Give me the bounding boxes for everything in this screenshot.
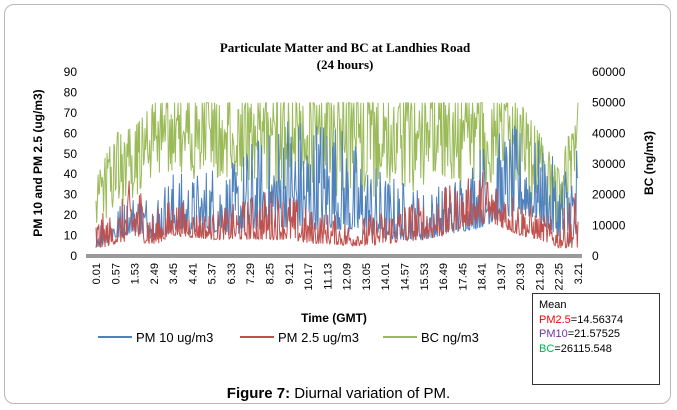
x-tick-label: 3.21 [573, 263, 585, 284]
series-line-2 [95, 101, 579, 223]
x-tick-label: 19.37 [496, 263, 508, 291]
right-axis: 0 10000 20000 30000 40000 50000 60000 [592, 65, 626, 263]
y-right-tick-label: 30000 [592, 157, 626, 171]
y-left-tick-label: 0 [70, 249, 77, 263]
left-axis: 0 10 20 30 40 50 60 70 80 90 [64, 65, 78, 263]
x-tick-label: 12.09 [342, 263, 354, 291]
x-tick-label: 7.29 [245, 263, 257, 284]
caption-label: Figure 7: [226, 385, 291, 402]
mean-value-pm10: =21.57525 [567, 328, 621, 340]
y-left-tick-label: 20 [64, 208, 78, 222]
x-tick-label: 10.17 [303, 263, 315, 291]
x-tick-label: 22.25 [554, 263, 566, 291]
y-left-tick-label: 70 [64, 106, 78, 120]
y-right-tick-label: 0 [592, 249, 599, 263]
x-tick-label: 0.57 [110, 263, 122, 284]
y-left-tick-label: 60 [64, 126, 78, 140]
legend-label-0: PM 10 ug/m3 [136, 330, 213, 345]
legend-label-2: BC ng/m3 [421, 330, 479, 345]
x-tick-label: 11.13 [322, 263, 334, 290]
mean-item-pm25: PM2.5=14.56374 [539, 313, 653, 328]
x-tick-label: 1.53 [130, 263, 142, 284]
mean-label-pm10: PM10 [539, 328, 568, 340]
x-tick-label: 2.49 [149, 263, 161, 284]
x-tick-label: 0.01 [91, 263, 103, 284]
x-tick-label: 16.49 [438, 263, 450, 291]
x-tick-label: 14.01 [380, 263, 392, 291]
x-tick-label: 9.21 [284, 263, 296, 284]
legend: PM 10 ug/m3 PM 2.5 ug/m3 BC ng/m3 [98, 330, 479, 345]
x-tick-label: 17.45 [457, 263, 469, 291]
x-tick-label: 14.57 [399, 263, 411, 291]
y-axis-left-label: PM 10 and PM 2.5 (ug/m3) [31, 89, 45, 236]
x-axis-label: Time (GMT) [301, 311, 367, 325]
y-left-tick-label: 10 [64, 229, 78, 243]
x-tick-label: 13.05 [361, 263, 373, 291]
figure-caption: Figure 7: Diurnal variation of PM. [0, 385, 677, 402]
x-tick-label: 15.53 [419, 263, 431, 291]
mean-value-pm25: =14.56374 [570, 313, 624, 326]
y-left-tick-label: 80 [64, 85, 78, 99]
x-tick-label: 4.41 [187, 263, 199, 284]
x-tick-label: 5.37 [207, 263, 219, 284]
y-left-tick-label: 90 [64, 65, 78, 79]
y-left-tick-label: 50 [64, 147, 78, 161]
chart: Particulate Matter and BC at Landhies Ro… [31, 40, 656, 345]
y-left-tick-label: 30 [64, 188, 78, 202]
figure-frame [4, 4, 671, 404]
mean-label-pm25: PM2.5 [539, 313, 571, 326]
x-tick-label: 18.41 [477, 263, 489, 291]
chart-title: Particulate Matter and BC at Landhies Ro… [220, 40, 471, 55]
y-left-tick-label: 40 [64, 167, 78, 181]
mean-heading: Mean [539, 299, 567, 311]
y-right-tick-label: 40000 [592, 126, 626, 140]
mean-value-bc: =26115.548 [554, 342, 612, 355]
y-right-tick-label: 10000 [592, 218, 626, 232]
mean-item-bc: BC=26115.548 [539, 342, 653, 357]
chart-subtitle: (24 hours) [317, 57, 374, 72]
x-tick-label: 8.25 [265, 263, 277, 284]
x-tick-label: 3.45 [168, 263, 180, 284]
mean-box: Mean PM2.5=14.56374 PM10=21.57525 BC=261… [532, 293, 660, 385]
mean-item-pm10: PM10=21.57525 [539, 327, 653, 342]
y-right-tick-label: 60000 [592, 65, 626, 79]
y-axis-right-label: BC (ng/m3) [642, 131, 656, 195]
x-axis-ticks: 0.01 0.57 1.53 2.49 3.45 4.41 5.37 6.33 7.29 8.25… [91, 263, 585, 291]
series-line-1 [95, 171, 579, 249]
y-right-tick-label: 50000 [592, 96, 626, 110]
x-tick-label: 20.33 [515, 263, 527, 291]
mean-label-bc: BC [539, 342, 555, 355]
x-tick-label: 21.29 [534, 263, 546, 291]
legend-label-1: PM 2.5 ug/m3 [278, 330, 359, 345]
x-tick-label: 6.33 [226, 263, 238, 284]
caption-text: Diurnal variation of PM. [290, 385, 451, 402]
series-layer [95, 101, 579, 249]
y-right-tick-label: 20000 [592, 188, 626, 202]
